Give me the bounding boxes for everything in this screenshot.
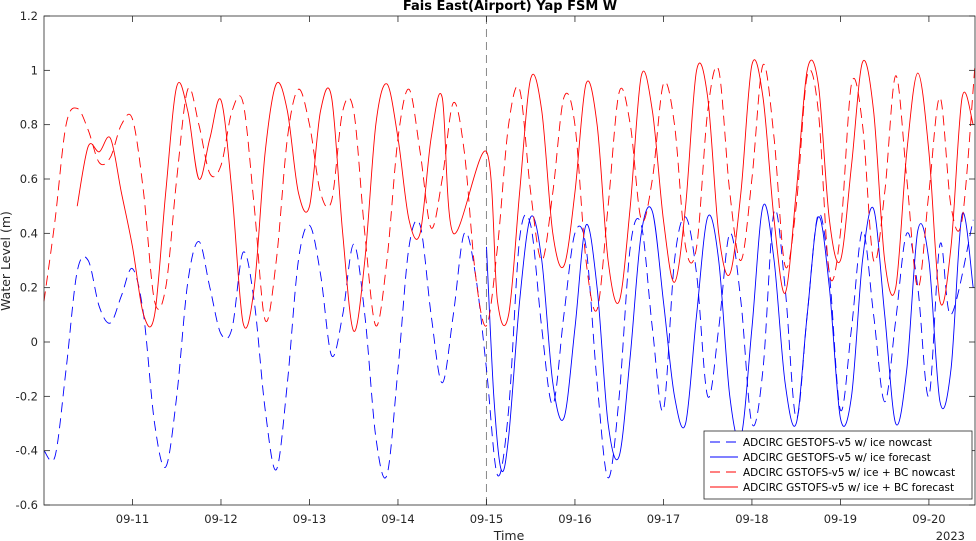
series-line-1: [43, 209, 974, 479]
x-tick-label: 09-11: [116, 512, 149, 526]
axes-frame: [43, 15, 976, 506]
legend-box: [703, 430, 973, 500]
series-layer: [43, 59, 976, 479]
x-tick-label: 09-20: [912, 512, 945, 526]
series-line-4: [76, 59, 974, 332]
y-tick-label: -0.2: [16, 389, 38, 403]
y-tick-label: 1.2: [20, 9, 38, 23]
x-axis-ticks: 09-11 09-12 09-13 09-14 09-15 09-16 09-17 09-18…: [116, 16, 946, 526]
x-tick-label: 09-13: [293, 512, 326, 526]
series-line-3: [43, 63, 976, 327]
year-label: 2023: [936, 529, 965, 541]
x-axis-label: Time: [493, 528, 525, 541]
y-tick-label: 0.6: [20, 172, 38, 186]
legend: ADCIRC GESTOFS-v5 w/ ice nowcast ADCIRC G…: [703, 430, 973, 500]
axes-border: [43, 15, 976, 506]
y-axis-label: Water Level (m): [0, 211, 13, 311]
y-tick-label: -0.6: [16, 498, 38, 512]
x-tick-label: 09-12: [204, 512, 237, 526]
y-tick-label: -0.4: [16, 444, 38, 458]
legend-label-1: ADCIRC GESTOFS-v5 w/ ice nowcast: [743, 437, 932, 449]
y-tick-label: 0.8: [20, 118, 38, 132]
x-tick-label: 09-19: [824, 512, 857, 526]
y-tick-label: 0: [31, 335, 38, 349]
x-tick-label: 09-15: [470, 512, 503, 526]
series-line-2: [486, 203, 974, 472]
y-tick-label: 1: [31, 63, 38, 77]
y-tick-label: 0.4: [20, 226, 38, 240]
y-tick-label: 0.2: [20, 281, 38, 295]
legend-label-2: ADCIRC GESTOFS-v5 w/ ice forecast: [743, 452, 931, 464]
x-tick-label: 09-18: [735, 512, 768, 526]
legend-label-4: ADCIRC GSTOFS-v5 w/ ice + BC forecast: [743, 482, 954, 494]
y-axis-ticks: 1.2 1 0.8 0.6 0.4 0.2 0 -0.2 -0.4 -0.6: [16, 9, 975, 512]
chart-title: Fais East(Airport) Yap FSM W: [403, 0, 617, 14]
plot-area: 1.2 1 0.8 0.6 0.4 0.2 0 -0.2 -0.4 -0.6 09-11 09-12…: [16, 9, 976, 526]
legend-label-3: ADCIRC GSTOFS-v5 w/ ice + BC nowcast: [743, 467, 955, 479]
x-tick-label: 09-14: [381, 512, 414, 526]
x-tick-label: 09-16: [558, 512, 591, 526]
x-tick-label: 09-17: [647, 512, 680, 526]
